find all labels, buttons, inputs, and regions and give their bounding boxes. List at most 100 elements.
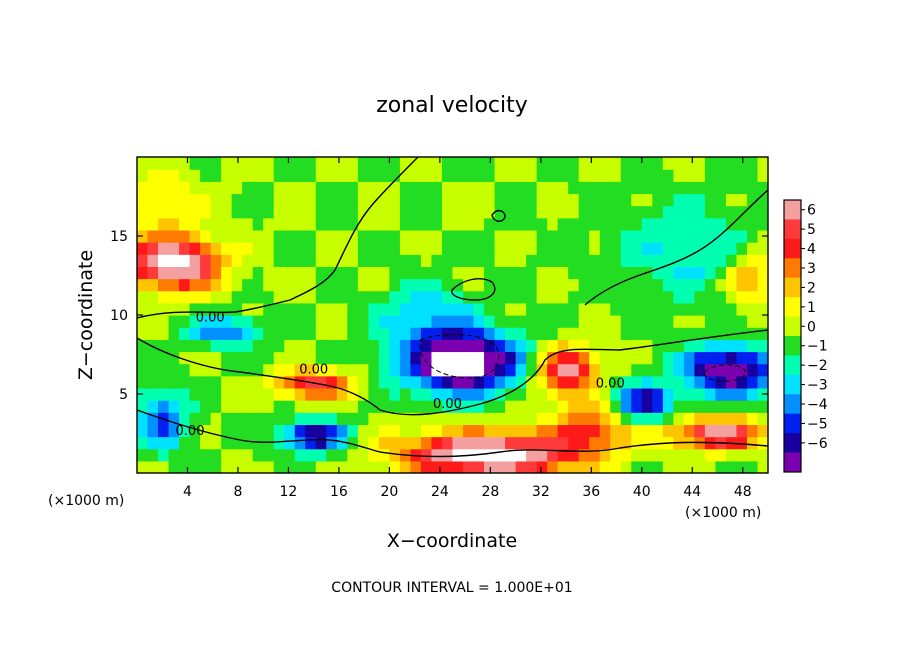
heatmap-cell — [599, 339, 611, 353]
heatmap-cell — [494, 278, 506, 292]
heatmap-cell — [662, 157, 674, 170]
heatmap-cell — [284, 387, 296, 401]
heatmap-cell — [315, 242, 327, 255]
heatmap-cell — [452, 254, 464, 267]
heatmap-cell — [242, 229, 254, 243]
heatmap-cell — [200, 351, 212, 365]
heatmap-cell — [368, 424, 380, 438]
heatmap-cell — [599, 412, 611, 425]
heatmap-cell — [452, 363, 464, 377]
heatmap-cell — [547, 169, 559, 182]
heatmap-cell — [389, 387, 401, 401]
heatmap-cell — [704, 412, 717, 425]
heatmap-cell — [515, 266, 527, 280]
heatmap-cell — [694, 315, 706, 328]
heatmap-cell — [368, 254, 380, 267]
heatmap-cell — [683, 181, 695, 195]
heatmap-cell — [673, 242, 685, 255]
colorbar-swatch — [784, 433, 801, 454]
heatmap-cell — [158, 387, 170, 401]
heatmap-cell — [515, 460, 527, 473]
heatmap-cell — [547, 181, 559, 195]
heatmap-cell — [273, 278, 285, 292]
heatmap-cell — [368, 193, 380, 207]
heatmap-cell — [210, 290, 222, 304]
heatmap-cell — [189, 351, 201, 365]
heatmap-cell — [589, 327, 601, 340]
heatmap-cell — [757, 412, 768, 425]
heatmap-cell — [389, 351, 401, 365]
heatmap-cell — [557, 266, 569, 280]
heatmap-cell — [137, 302, 149, 316]
heatmap-cell — [725, 169, 738, 182]
heatmap-cell — [137, 205, 149, 219]
heatmap-cell — [431, 339, 443, 353]
heatmap-cell — [473, 375, 485, 389]
heatmap-cell — [441, 193, 454, 207]
heatmap-cell — [641, 327, 653, 340]
heatmap-cell — [137, 412, 149, 425]
heatmap-cell — [420, 169, 433, 182]
heatmap-cell — [746, 205, 759, 219]
heatmap-cell — [683, 193, 695, 207]
heatmap-cell — [620, 339, 632, 353]
heatmap-cell — [368, 157, 380, 170]
heatmap-cell — [505, 436, 517, 450]
heatmap-cell — [263, 387, 275, 401]
heatmap-cell — [347, 339, 359, 353]
heatmap-cell — [578, 217, 590, 231]
heatmap-cell — [547, 193, 559, 207]
heatmap-cell — [336, 229, 348, 243]
heatmap-cell — [484, 339, 496, 353]
heatmap-cell — [641, 424, 653, 438]
colorbar-swatch — [784, 413, 801, 434]
heatmap-cell — [473, 302, 485, 316]
y-tick-label: 10 — [110, 308, 128, 324]
heatmap-cell — [252, 339, 264, 353]
heatmap-cell — [305, 278, 317, 292]
heatmap-cell — [484, 254, 496, 267]
heatmap-cell — [515, 363, 527, 377]
heatmap-cell — [273, 363, 285, 377]
heatmap-cell — [557, 302, 569, 316]
heatmap-cell — [231, 302, 243, 316]
heatmap-cell — [547, 387, 559, 401]
heatmap-cell — [147, 339, 159, 353]
contour-label: 0.00 — [596, 377, 625, 392]
heatmap-cell — [273, 205, 285, 219]
heatmap-cell — [568, 157, 580, 170]
heatmap-cell — [715, 448, 727, 462]
heatmap-cell — [294, 181, 306, 195]
heatmap-cell — [662, 412, 674, 425]
heatmap-cell — [368, 387, 380, 401]
heatmap-cell — [526, 254, 538, 267]
heatmap-cell — [463, 181, 475, 195]
heatmap-cell — [736, 278, 748, 292]
heatmap-cell — [715, 400, 727, 413]
heatmap-cell — [547, 424, 559, 438]
heatmap-cell — [547, 302, 559, 316]
heatmap-cell — [599, 363, 611, 377]
heatmap-cell — [484, 193, 496, 207]
heatmap-cell — [673, 375, 685, 389]
heatmap-cell — [494, 351, 506, 365]
heatmap-cell — [200, 205, 212, 219]
heatmap-cell — [158, 205, 170, 219]
heatmap-cell — [168, 217, 180, 231]
heatmap-cell — [420, 412, 433, 425]
heatmap-cell — [336, 242, 348, 255]
heatmap-cell — [715, 412, 727, 425]
heatmap-cell — [725, 448, 738, 462]
heatmap-cell — [515, 412, 527, 425]
heatmap-cell — [578, 339, 590, 353]
heatmap-cell — [242, 327, 254, 340]
heatmap-cell — [137, 266, 149, 280]
heatmap-cell — [158, 157, 170, 170]
heatmap-cell — [652, 375, 664, 389]
heatmap-cell — [599, 436, 611, 450]
heatmap-cell — [378, 157, 390, 170]
heatmap-cell — [620, 460, 632, 473]
heatmap-cell — [158, 266, 170, 280]
heatmap-cell — [641, 157, 653, 170]
heatmap-cell — [231, 157, 243, 170]
